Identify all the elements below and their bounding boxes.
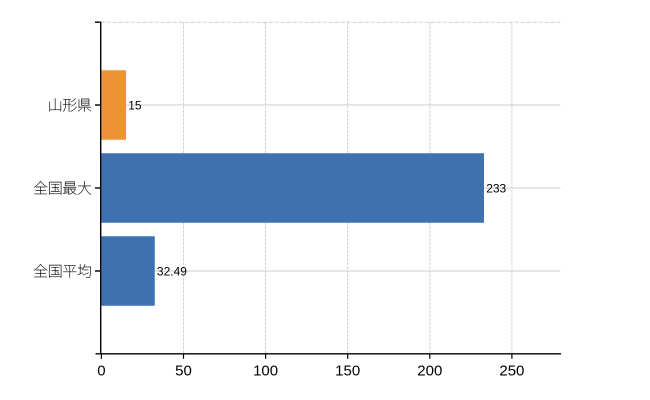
svg-text:200: 200	[417, 362, 442, 379]
svg-text:0: 0	[97, 362, 105, 379]
svg-text:15: 15	[128, 98, 142, 112]
svg-text:250: 250	[499, 362, 524, 379]
svg-text:100: 100	[253, 362, 278, 379]
svg-text:32.49: 32.49	[157, 264, 187, 278]
svg-text:150: 150	[335, 362, 360, 379]
svg-text:233: 233	[486, 181, 506, 195]
svg-text:50: 50	[175, 362, 192, 379]
